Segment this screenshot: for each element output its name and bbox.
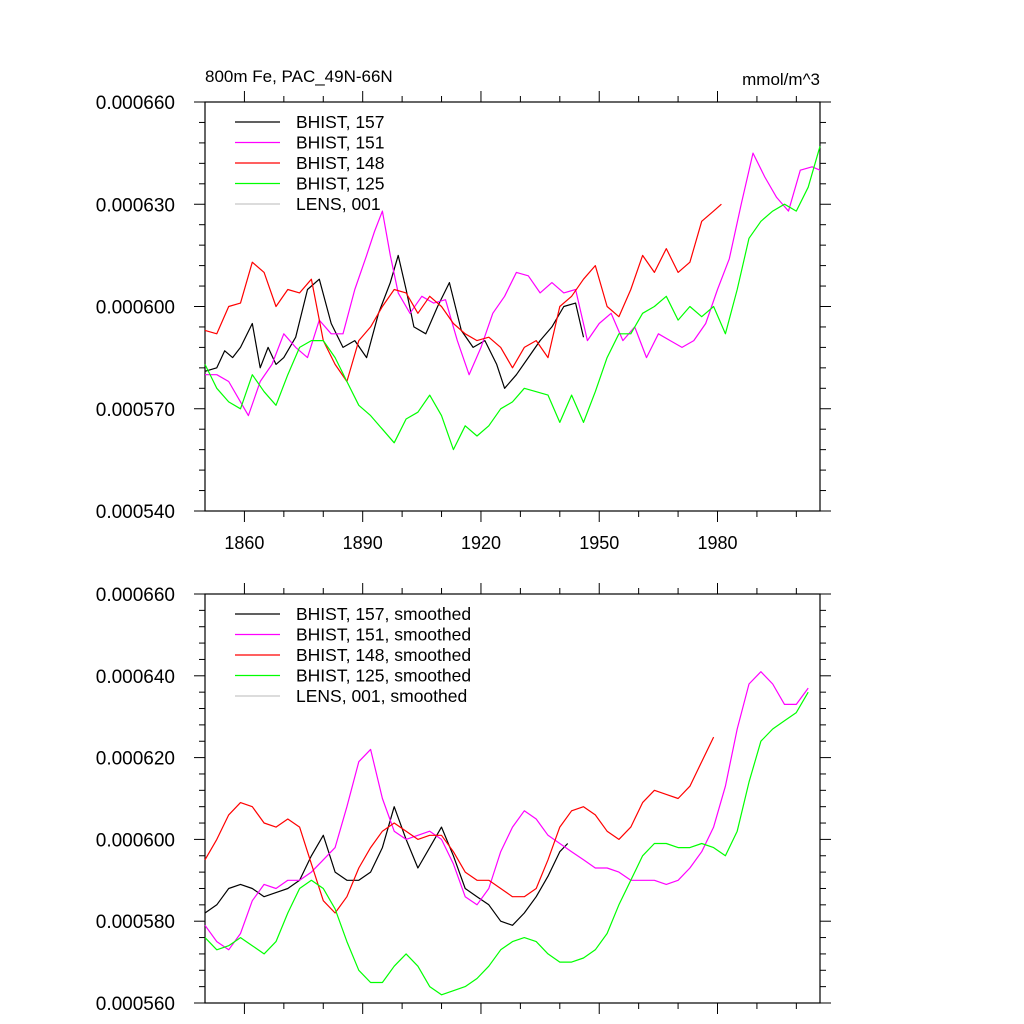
x-tick-label: 1920 xyxy=(461,533,501,553)
legend-label: BHIST, 157, smoothed xyxy=(296,604,471,624)
y-tick-label: 0.000600 xyxy=(96,830,175,851)
y-tick-label: 0.000570 xyxy=(96,400,175,421)
series-line xyxy=(204,691,809,996)
series-line xyxy=(205,152,821,417)
legend-label: BHIST, 148 xyxy=(296,153,385,173)
x-tick-label: 1860 xyxy=(224,533,264,553)
series-line xyxy=(204,254,585,389)
x-tick-label: 1950 xyxy=(579,533,619,553)
legend-label: LENS, 001, smoothed xyxy=(296,686,467,706)
y-tick-label: 0.000600 xyxy=(96,298,175,319)
units-label: mmol/m^3 xyxy=(742,70,820,89)
x-tick-label: 1980 xyxy=(697,533,737,553)
series-line xyxy=(204,806,569,926)
y-tick-label: 0.000560 xyxy=(96,994,175,1015)
y-tick-label: 0.000620 xyxy=(96,749,175,770)
y-tick-label: 0.000660 xyxy=(96,93,175,114)
plot-frame xyxy=(204,593,821,1004)
legend-label: BHIST, 157 xyxy=(296,112,385,132)
y-tick-label: 0.000580 xyxy=(96,912,175,933)
legend-label: BHIST, 148, smoothed xyxy=(296,645,471,665)
top-panel-chart: 1860 1890 1920 1950 1980 0.000540 0.000570 0.00… xyxy=(96,91,831,553)
legend-label: LENS, 001 xyxy=(296,194,381,214)
bottom-panel-chart: 0.000560 0.000580 0.000600 0.000620 0.000640… xyxy=(96,583,831,1015)
legend-label: BHIST, 151, smoothed xyxy=(296,625,471,645)
y-tick-label: 0.000640 xyxy=(96,667,175,688)
chart-title: 800m Fe, PAC_49N-66N xyxy=(205,67,393,86)
y-tick-label: 0.000540 xyxy=(96,502,175,523)
series-line xyxy=(204,671,809,951)
y-tick-label: 0.000660 xyxy=(96,585,175,606)
y-tick-label: 0.000630 xyxy=(96,195,175,216)
series-line xyxy=(204,203,722,383)
x-tick-label: 1890 xyxy=(343,533,383,553)
legend-label: BHIST, 151 xyxy=(296,133,385,153)
legend-label: BHIST, 125 xyxy=(296,174,385,194)
series-line xyxy=(204,146,821,451)
series-line xyxy=(204,736,715,914)
legend-label: BHIST, 125, smoothed xyxy=(296,666,471,686)
